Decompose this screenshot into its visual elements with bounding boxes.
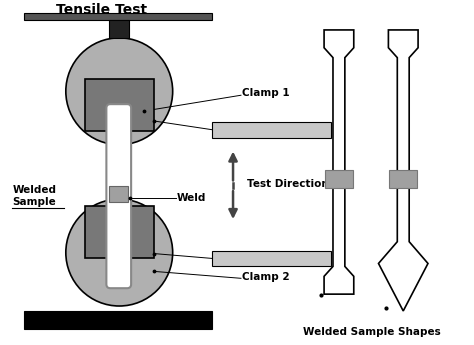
Bar bbox=[109, 20, 129, 38]
Polygon shape bbox=[324, 30, 354, 294]
Text: Clamp 2: Clamp 2 bbox=[242, 272, 290, 282]
Bar bbox=[24, 13, 212, 20]
Circle shape bbox=[66, 199, 173, 306]
Bar bbox=[325, 170, 353, 188]
Text: Tensile Test: Tensile Test bbox=[56, 3, 147, 17]
Bar bbox=[109, 186, 128, 202]
FancyBboxPatch shape bbox=[212, 122, 331, 138]
Text: Clamp 1: Clamp 1 bbox=[242, 88, 290, 98]
FancyBboxPatch shape bbox=[106, 104, 131, 288]
Text: Fixture for Samples: Fixture for Samples bbox=[221, 253, 322, 262]
FancyBboxPatch shape bbox=[212, 250, 331, 266]
Text: Test Direction: Test Direction bbox=[247, 179, 328, 189]
Polygon shape bbox=[379, 30, 428, 311]
Bar bbox=[24, 311, 212, 329]
Bar bbox=[389, 170, 417, 188]
Bar bbox=[85, 79, 154, 131]
Text: Welded Sample Shapes: Welded Sample Shapes bbox=[303, 327, 440, 337]
Text: Welded
Sample: Welded Sample bbox=[12, 185, 56, 207]
Bar bbox=[85, 206, 154, 257]
Circle shape bbox=[66, 38, 173, 145]
Text: Weld: Weld bbox=[177, 193, 206, 203]
Text: Fixture for Samples: Fixture for Samples bbox=[221, 125, 322, 134]
